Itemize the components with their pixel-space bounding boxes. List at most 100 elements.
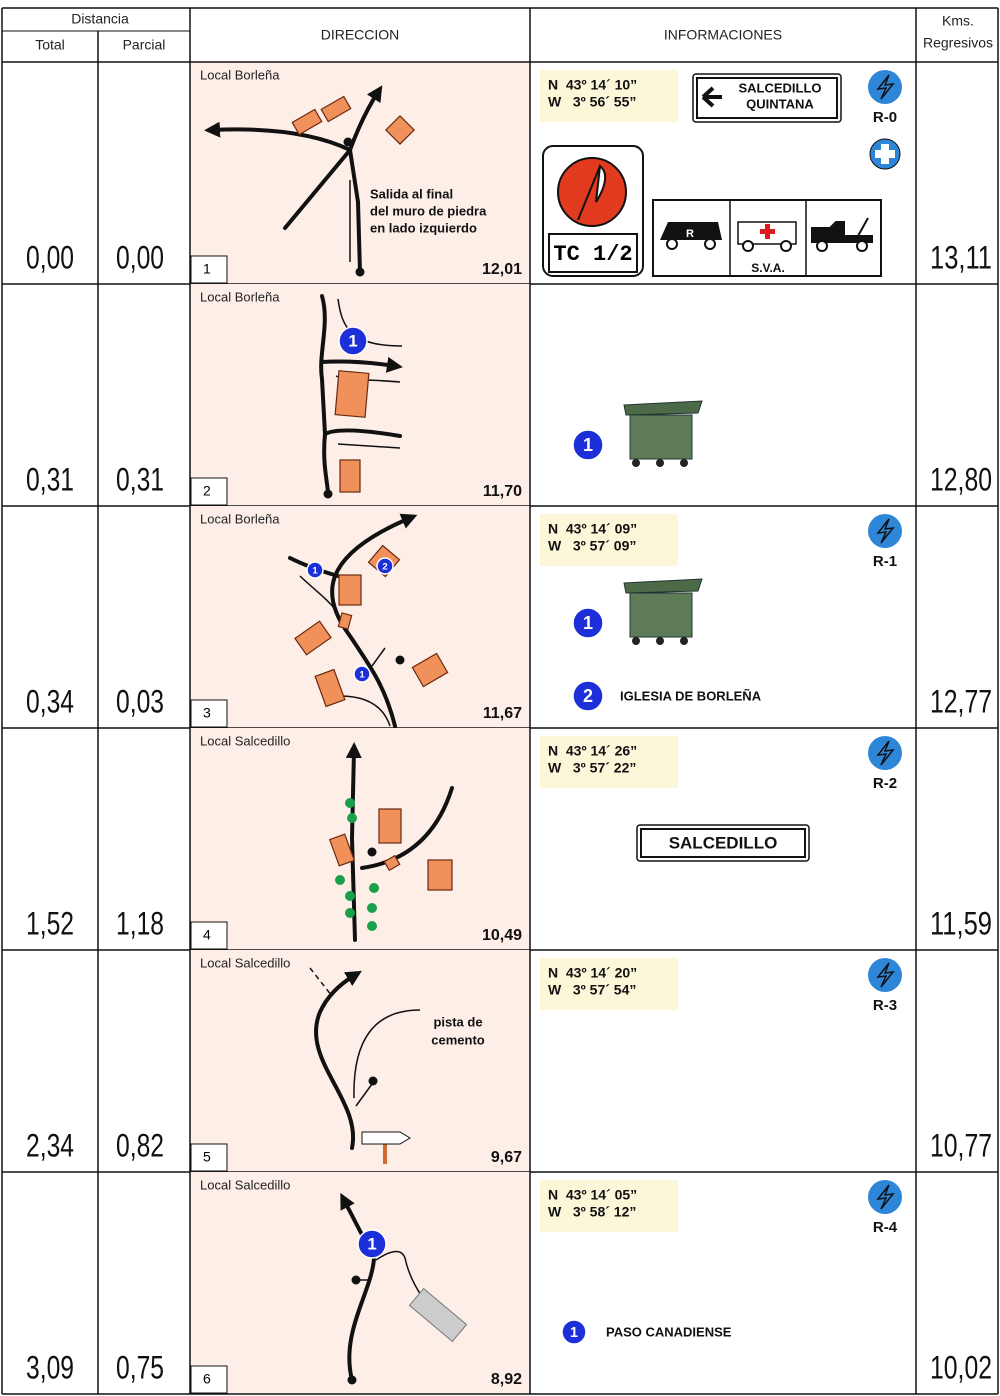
first-aid-cross xyxy=(875,144,895,164)
diagram-note: en lado izquierdo xyxy=(370,220,477,235)
sign-text: QUINTANA xyxy=(746,96,814,111)
dot xyxy=(395,655,405,665)
marker-number: 1 xyxy=(359,670,365,681)
wheel xyxy=(666,238,678,250)
diagram-note: cemento xyxy=(431,1032,485,1047)
house xyxy=(328,833,356,867)
marker-number: 1 xyxy=(583,613,593,633)
total-distance: 0,00 xyxy=(26,239,74,275)
coordinate: N 43º 14´ 26” xyxy=(548,743,637,759)
header: Distancia Total Parcial DIRECCION INFORM… xyxy=(35,11,993,53)
diagram-note: del muro de piedra xyxy=(370,203,487,218)
regressive-distance: 10,77 xyxy=(930,1127,992,1163)
road xyxy=(283,148,352,230)
road xyxy=(337,443,401,449)
partial-distance: 0,31 xyxy=(116,461,164,497)
header-direction: DIRECCION xyxy=(321,27,400,43)
reference: R-4 xyxy=(873,1219,898,1236)
control-flag-pole xyxy=(577,164,607,221)
marker-circle xyxy=(338,326,368,356)
sign-text: SALCEDILLO xyxy=(669,833,778,852)
wheel xyxy=(704,238,716,250)
road xyxy=(345,742,362,942)
coordinate: W 3º 56´ 55” xyxy=(548,94,636,110)
remaining-distance: 11,67 xyxy=(483,705,522,722)
marker-circle xyxy=(306,561,324,579)
dumpster-wheel xyxy=(632,459,640,467)
marker-circle xyxy=(376,557,394,575)
diagram-note: Salida al final xyxy=(370,186,453,201)
dumpster-wheel xyxy=(632,637,640,645)
road xyxy=(371,647,386,667)
reference: R-0 xyxy=(873,109,897,126)
tree xyxy=(367,921,377,931)
marker-circle xyxy=(357,1229,387,1259)
coords-box xyxy=(540,70,678,122)
road xyxy=(355,1083,373,1107)
regressive-distance: 10,02 xyxy=(930,1349,992,1385)
total-distance: 1,52 xyxy=(26,905,74,941)
place-label: Local Salcedillo xyxy=(200,1177,290,1192)
header-total: Total xyxy=(35,37,65,53)
coords-box xyxy=(540,958,678,1010)
direction-panel xyxy=(190,728,530,950)
header-distance: Distancia xyxy=(71,11,129,27)
ambulance-cross xyxy=(760,224,775,239)
header-partial: Parcial xyxy=(123,37,166,53)
partial-distance: 0,82 xyxy=(116,1127,164,1163)
van-label: R xyxy=(686,228,694,240)
dumpster-lid xyxy=(623,578,703,594)
marker-number: 1 xyxy=(348,331,357,350)
total-distance: 0,34 xyxy=(26,683,74,719)
house xyxy=(320,95,352,123)
control-label-box xyxy=(548,233,638,273)
sign-arrow xyxy=(701,86,722,108)
step-box xyxy=(190,921,228,950)
house xyxy=(378,808,402,844)
place-label: Local Salcedillo xyxy=(200,955,290,970)
direction-panel xyxy=(190,1172,530,1394)
tree xyxy=(335,875,345,885)
house xyxy=(291,108,323,136)
partial-distance: 1,18 xyxy=(116,905,164,941)
regressive-distance: 11,59 xyxy=(930,905,992,941)
place-label: Local Borleña xyxy=(200,67,280,82)
house xyxy=(383,854,401,872)
house xyxy=(385,115,415,145)
signpost xyxy=(383,1140,387,1164)
lightning-bolt xyxy=(876,962,895,988)
step-number: 2 xyxy=(203,483,211,499)
lightning-bolt xyxy=(876,740,895,766)
place-label: Local Borleña xyxy=(200,289,280,304)
coords-box xyxy=(540,514,678,566)
coordinate: N 43º 14´ 20” xyxy=(548,965,637,981)
roadbook-row: 0,31 0,31 12,80 Local Borleña 2 11,70 1 1 xyxy=(2,284,998,507)
control-label: TC 1/2 xyxy=(553,242,632,267)
step-box xyxy=(190,1143,228,1172)
dumpster-wheel xyxy=(680,459,688,467)
road xyxy=(320,356,403,373)
header-regressive: Regresivos xyxy=(923,35,993,51)
partial-distance: 0,75 xyxy=(116,1349,164,1385)
marker-circle xyxy=(572,607,604,639)
step-number: 3 xyxy=(203,705,211,721)
total-distance: 2,34 xyxy=(26,1127,74,1163)
house xyxy=(339,459,361,493)
coordinate: N 43º 14´ 05” xyxy=(548,1187,637,1203)
coords-box xyxy=(540,736,678,788)
remaining-distance: 11,70 xyxy=(483,483,522,500)
direction-panel xyxy=(190,506,530,728)
road xyxy=(360,786,454,870)
roadbook-row: 2,34 0,82 10,77 Local Salcedillo 5 9,67 pista … xyxy=(2,950,998,1173)
road xyxy=(353,1009,421,1099)
house xyxy=(334,370,370,418)
road xyxy=(323,428,402,438)
sign-inner xyxy=(696,77,838,119)
sign-text: SALCEDILLO xyxy=(738,80,821,95)
reference: R-1 xyxy=(873,553,897,570)
tree xyxy=(345,891,355,901)
step-number: 6 xyxy=(203,1371,211,1387)
place-label: Local Borleña xyxy=(200,511,280,526)
step-box xyxy=(190,1365,228,1394)
marker-number: 2 xyxy=(583,686,593,706)
